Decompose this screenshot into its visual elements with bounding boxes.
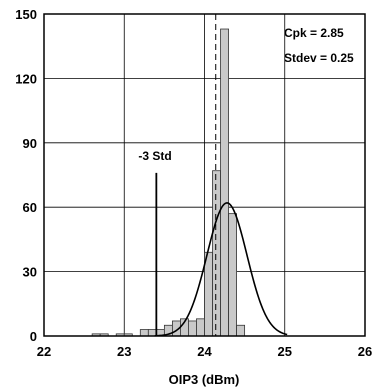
histogram-bar: [220, 28, 229, 337]
x-tick-label: 25: [278, 344, 292, 359]
histogram-bars: [91, 28, 246, 337]
histogram-bar: [204, 251, 213, 337]
y-tick-label: 150: [15, 7, 37, 22]
y-tick-label: 30: [23, 265, 37, 280]
histogram-bar: [236, 324, 246, 337]
histogram-bar: [188, 320, 197, 337]
plot-frame: [43, 13, 366, 337]
x-tick-label: 26: [358, 344, 372, 359]
x-tick-label: 23: [117, 344, 131, 359]
x-tick-label: 22: [37, 344, 51, 359]
reference-lines: [155, 14, 217, 336]
histogram-bar: [139, 329, 149, 337]
annotation-minus-3-std: -3 Std: [138, 149, 171, 163]
y-tick-label: 60: [23, 200, 37, 215]
x-tick-label: 24: [197, 344, 212, 359]
x-axis-ticks: 22 23 24 25 26: [37, 344, 372, 359]
annotation-stdev: Stdev = 0.25: [284, 51, 354, 65]
x-axis-title: OIP3 (dBm): [169, 372, 240, 387]
y-tick-label: 90: [23, 136, 37, 151]
annotation-cpk: Cpk = 2.85: [284, 26, 344, 40]
y-tick-label: 120: [15, 71, 37, 86]
histogram-bar: [196, 318, 205, 337]
y-axis-ticks: 0 30 60 90 120 150: [15, 7, 37, 344]
histogram-bar: [228, 213, 237, 337]
histogram-bar: [212, 170, 221, 337]
normal-distribution-curve: [154, 202, 288, 337]
y-tick-label: 0: [30, 329, 37, 344]
